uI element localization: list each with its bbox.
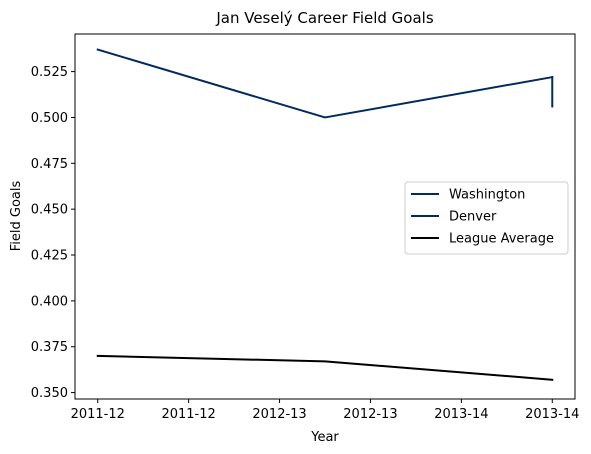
legend: Washington Denver League Average xyxy=(404,181,569,255)
y-tick-label: 0.475 xyxy=(31,157,68,172)
y-tick-label: 0.350 xyxy=(31,386,68,401)
y-axis-label: Field Goals xyxy=(9,181,24,252)
y-tick-label: 0.375 xyxy=(31,340,68,355)
x-tick-label: 2012-13 xyxy=(343,407,397,422)
plot-area xyxy=(74,33,576,400)
y-tick-label: 0.450 xyxy=(31,203,68,218)
y-tick-label: 0.500 xyxy=(31,111,68,126)
x-tick-label: 2011-12 xyxy=(161,407,215,422)
x-axis: 2011-12 2011-12 2012-13 2012-13 2013-14 2013-… xyxy=(71,399,579,422)
legend-label-1: Denver xyxy=(449,210,497,225)
legend-box xyxy=(404,181,569,255)
y-tick-label: 0.425 xyxy=(31,249,68,264)
x-tick-label: 2011-12 xyxy=(71,407,125,422)
series-layer xyxy=(96,48,554,381)
x-tick-label: 2012-13 xyxy=(252,407,306,422)
y-axis: 0.350 0.375 0.400 0.425 0.450 0.475 0.500 0.525 xyxy=(31,65,75,401)
series-line-2 xyxy=(96,354,554,381)
chart-title: Jan Veselý Career Field Goals xyxy=(215,9,434,27)
series-line-0 xyxy=(96,48,554,119)
y-tick-label: 0.525 xyxy=(31,65,68,80)
x-tick-label: 2013-14 xyxy=(525,407,579,422)
x-axis-label: Year xyxy=(310,430,339,445)
x-tick-label: 2013-14 xyxy=(434,407,488,422)
y-tick-label: 0.400 xyxy=(31,294,68,309)
legend-label-0: Washington xyxy=(449,188,525,203)
legend-label-2: League Average xyxy=(449,232,554,247)
